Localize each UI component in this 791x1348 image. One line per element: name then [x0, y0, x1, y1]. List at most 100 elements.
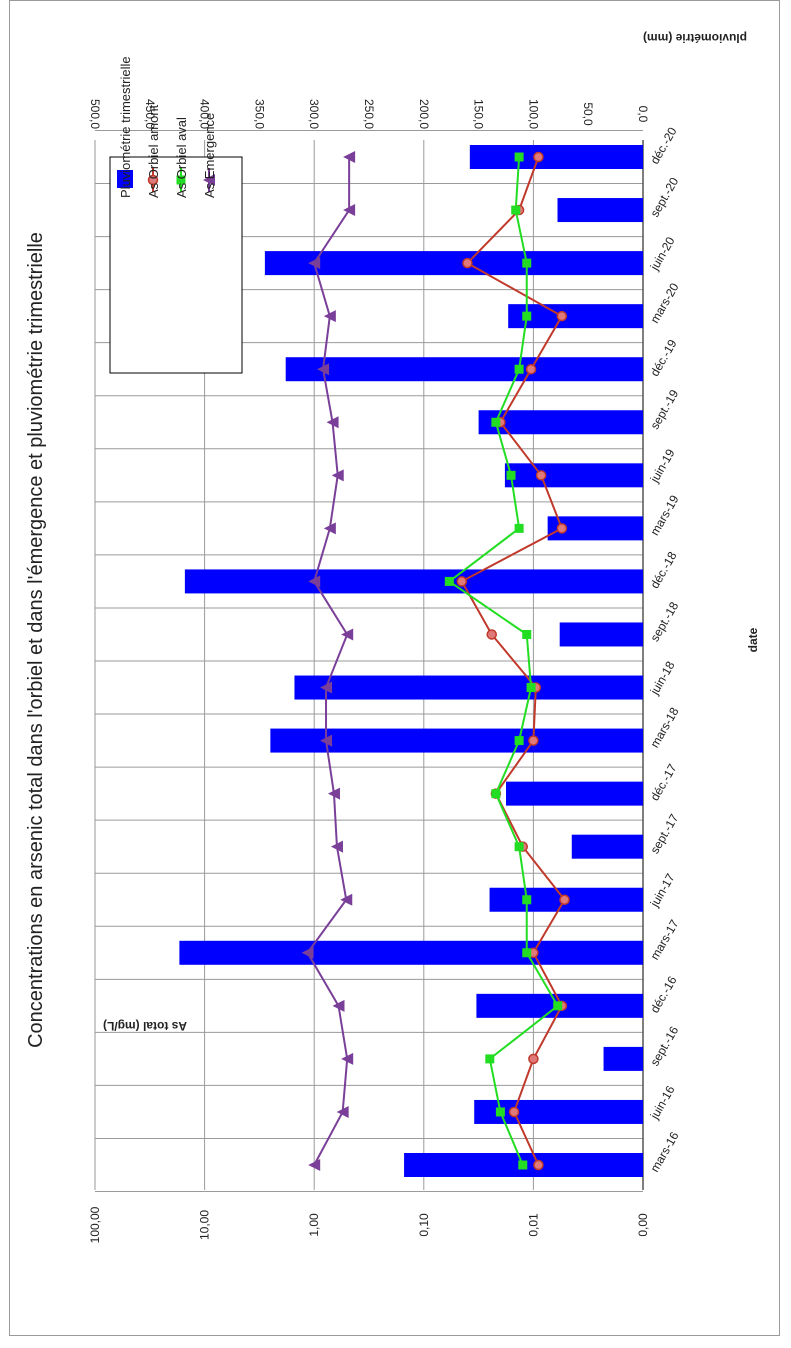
- x-tick-label: mars-19: [647, 492, 681, 537]
- as-orbiel-amont-point: [147, 174, 159, 186]
- as-orbiel-amont-point: [535, 470, 547, 481]
- x-tick-label: sept.-16: [647, 1024, 681, 1069]
- rainfall-bar: [294, 675, 643, 700]
- x-tick-label: sept.-17: [647, 811, 681, 856]
- x-tick-label: juin-20: [647, 234, 678, 273]
- as-emergence-point: [331, 469, 344, 482]
- as-orbiel-aval-line: [447, 156, 560, 1166]
- y-tick-label: 10,00: [198, 1210, 212, 1240]
- y2-tick-label: 100,0: [526, 99, 540, 129]
- x-tick-label: déc.-18: [647, 549, 679, 591]
- as-orbiel-amont-point: [556, 310, 568, 322]
- as-emergence-point: [203, 174, 215, 186]
- as-emergence-point: [320, 734, 333, 747]
- as-orbiel-aval-point: [506, 470, 516, 480]
- as-orbiel-amont-line: [460, 156, 566, 1166]
- y2-tick-label: 50,0: [581, 102, 595, 126]
- y-tick-label: 0,10: [417, 1213, 431, 1237]
- as-orbiel-aval-point: [514, 364, 524, 374]
- as-emergence-point: [323, 310, 336, 323]
- arsenic-lines: [301, 151, 570, 1171]
- y-tick-label: 0,01: [526, 1213, 540, 1237]
- as-orbiel-amont-point: [533, 1159, 544, 1171]
- as-emergence-point: [308, 1159, 321, 1171]
- as-emergence-point: [308, 257, 321, 270]
- as-emergence-point: [308, 575, 321, 588]
- as-orbiel-amont-point: [528, 735, 539, 746]
- y2-tick-label: 400,0: [198, 99, 212, 129]
- y2-tick-label: 300,0: [307, 99, 321, 129]
- x-tick-label: sept.-20: [647, 175, 681, 220]
- y2-axis-title: pluviométrie (mm): [643, 31, 747, 45]
- x-tick-label: déc.-19: [647, 337, 679, 379]
- as-orbiel-aval-point: [526, 683, 536, 693]
- as-orbiel-amont-point: [559, 894, 570, 905]
- as-orbiel-amont-point: [508, 1106, 520, 1118]
- rainfall-bar: [506, 781, 643, 806]
- y-tick-label: 0,00: [636, 1213, 650, 1237]
- x-tick-label: juin-17: [647, 871, 678, 910]
- as-orbiel-amont-point: [486, 629, 497, 640]
- y2-tick-label: 350,0: [252, 99, 266, 129]
- as-emergence-point: [326, 416, 339, 429]
- as-emergence-point: [341, 1052, 354, 1065]
- as-orbiel-aval-point: [522, 895, 532, 905]
- as-orbiel-aval-point: [491, 417, 501, 427]
- as-orbiel-aval-point: [514, 152, 524, 162]
- as-orbiel-aval-point: [485, 1054, 495, 1064]
- as-emergence-point: [323, 522, 336, 535]
- x-tick-label: mars-17: [647, 917, 681, 962]
- as-emergence-point: [340, 893, 353, 906]
- legend: Pluviométrie trimestrielle As Orbiel amon…: [109, 56, 243, 374]
- as-orbiel-amont-point: [456, 576, 468, 587]
- as-orbiel-aval-point: [522, 311, 532, 321]
- legend-label: As Orbiel amont: [146, 104, 161, 198]
- as-orbiel-aval-point: [522, 629, 532, 639]
- x-tick-label: déc.-17: [647, 761, 679, 803]
- x-tick-label: déc.-20: [647, 125, 679, 167]
- as-orbiel-aval-point: [518, 1160, 528, 1170]
- x-tick-label: juin-19: [647, 446, 678, 485]
- y-axis-title: As total (mg/L): [103, 1019, 187, 1033]
- legend-label: As Orbiel aval: [174, 117, 189, 198]
- as-emergence-point: [301, 946, 314, 959]
- y2-tick-label: 0,0: [636, 106, 650, 123]
- rainfall-bar: [571, 834, 643, 859]
- rainfall-bar: [179, 940, 643, 965]
- legend-symbol: [117, 170, 133, 188]
- x-tick-label: sept.-18: [647, 599, 681, 644]
- y2-tick-label: 150,0: [472, 99, 486, 129]
- as-orbiel-amont-point: [525, 363, 537, 375]
- y2-tick-label: 250,0: [362, 99, 376, 129]
- legend-symbol: [147, 168, 159, 192]
- as-emergence-point: [343, 204, 356, 217]
- as-orbiel-amont-point: [556, 523, 568, 534]
- as-orbiel-aval-point: [491, 789, 501, 799]
- as-orbiel-aval-point: [514, 736, 524, 746]
- y-tick-label: 100,00: [88, 1206, 102, 1243]
- as-emergence-point: [332, 999, 345, 1012]
- as-orbiel-amont-point: [533, 151, 544, 163]
- rainfall-bar: [504, 463, 643, 488]
- x-tick-label: mars-16: [647, 1129, 681, 1174]
- rainfall-bar: [264, 251, 643, 276]
- x-tick-label: sept.-19: [647, 387, 681, 432]
- as-emergence-point: [341, 628, 354, 641]
- as-orbiel-amont-point: [528, 1053, 539, 1065]
- y2-tick-label: 200,0: [417, 99, 431, 129]
- y2-tick-label: 450,0: [143, 99, 157, 129]
- as-orbiel-aval-point: [522, 258, 532, 268]
- rainfall-bar: [559, 622, 643, 647]
- x-axis-title: date: [746, 627, 760, 652]
- as-emergence-point: [327, 787, 340, 800]
- rainfall-bar: [557, 198, 643, 223]
- as-emergence-point: [317, 363, 330, 376]
- rainfall-bar: [184, 569, 643, 594]
- legend-symbol: [176, 168, 186, 192]
- as-emergence-point: [330, 840, 343, 853]
- as-emergence-point: [336, 1105, 349, 1118]
- x-tick-label: mars-20: [647, 280, 681, 325]
- as-orbiel-aval-point: [511, 205, 521, 215]
- legend-label: As Emergence: [202, 113, 217, 198]
